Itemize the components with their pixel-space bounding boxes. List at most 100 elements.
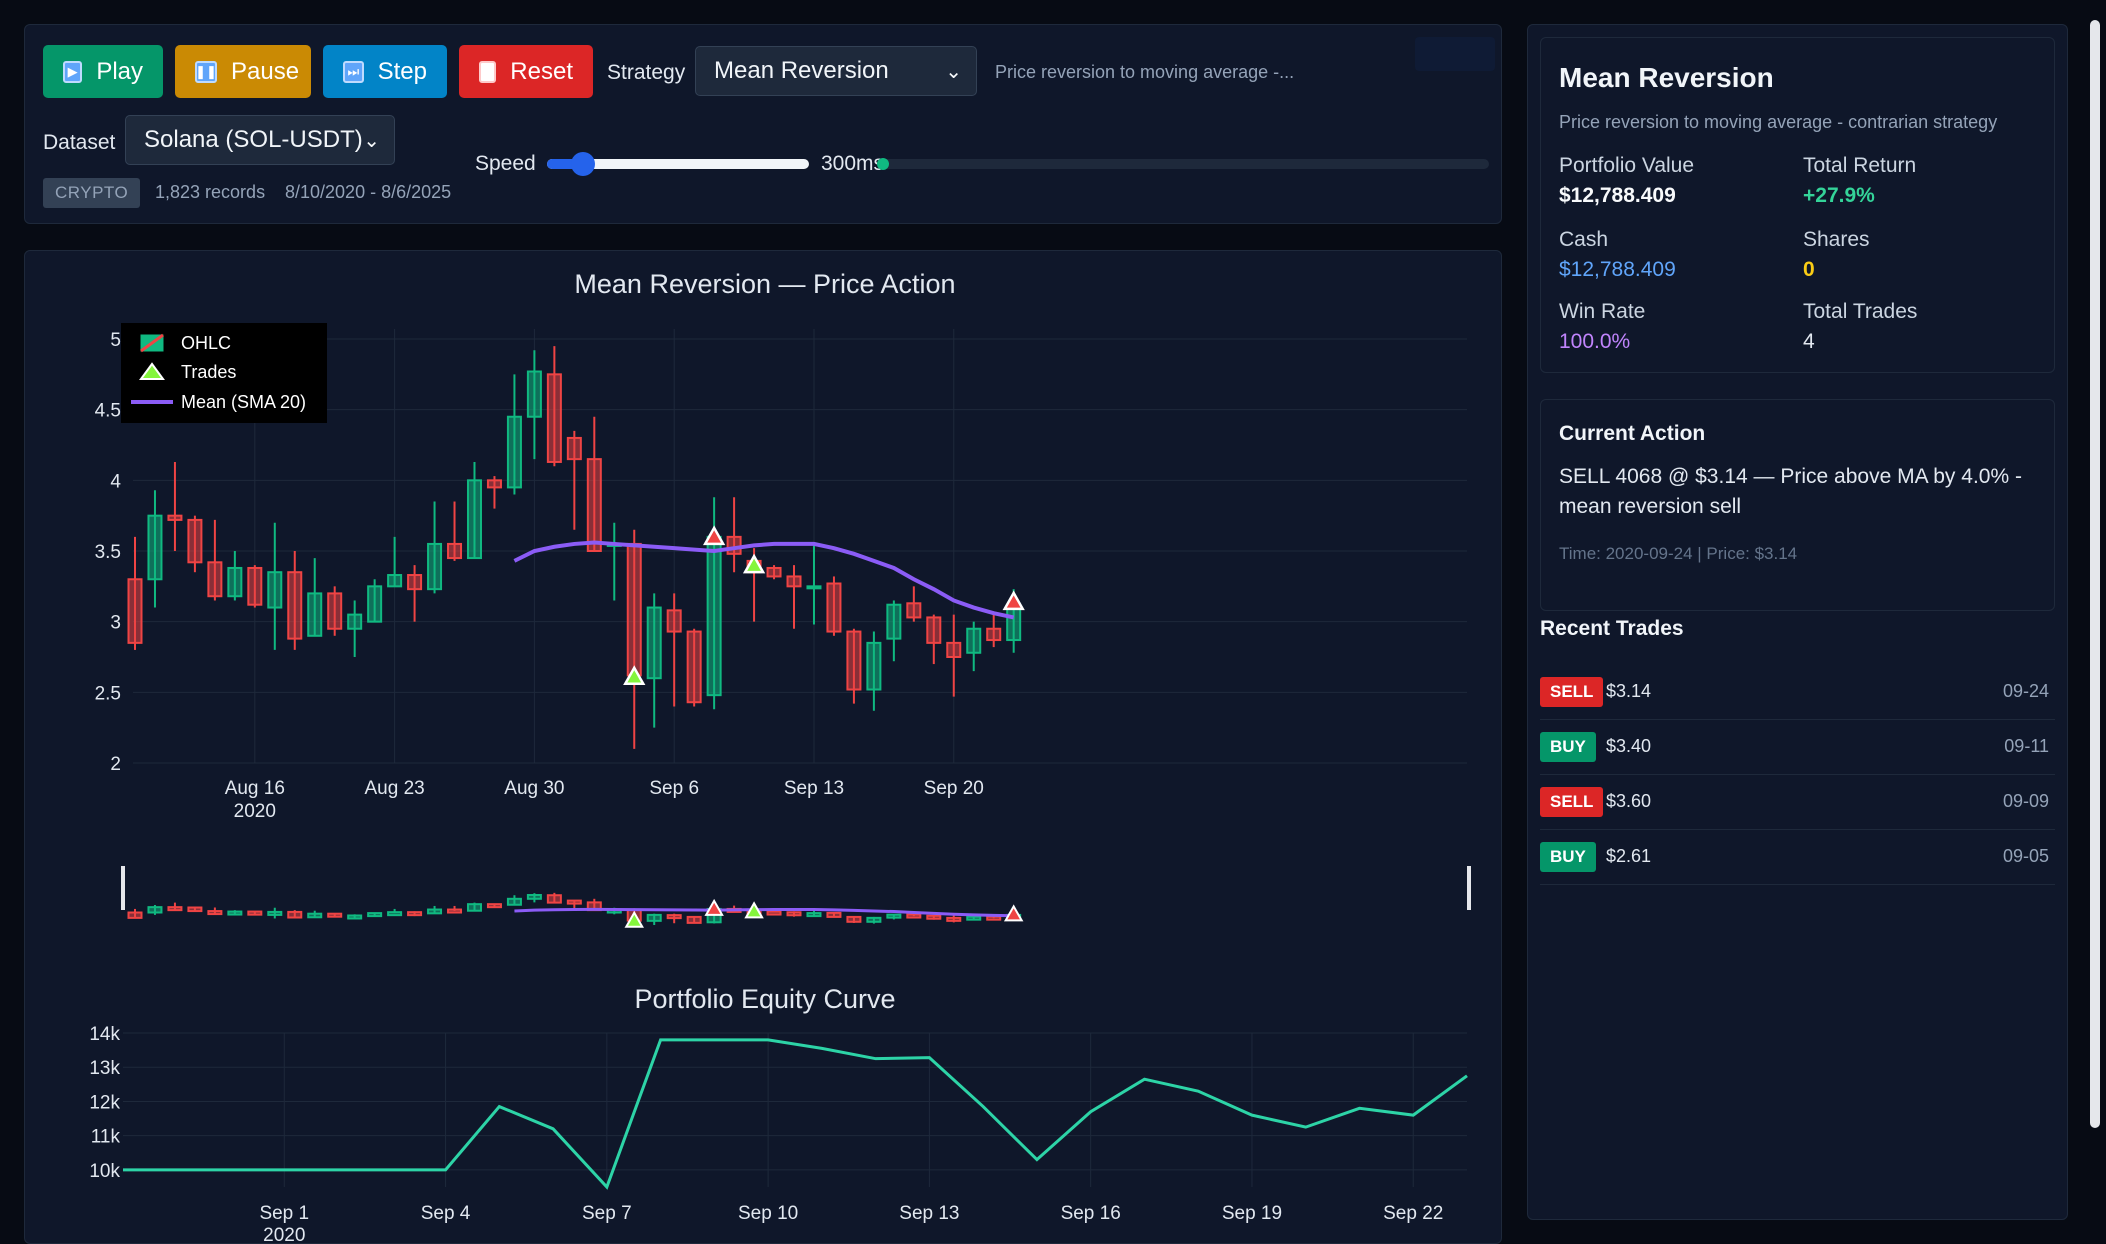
mini-trade-marker	[744, 901, 764, 919]
strategy-description: Price reversion to moving average -...	[995, 62, 1295, 82]
hidden-button[interactable]	[1415, 37, 1495, 71]
speed-slider-thumb[interactable]	[570, 152, 595, 176]
mini-candle-body	[526, 893, 542, 900]
mini-candle-body	[466, 903, 482, 912]
trade-marker	[623, 665, 646, 686]
candle-body	[387, 574, 403, 588]
price-x-tick-label: Sep 6	[649, 778, 699, 799]
price-y-tick-label: 2	[110, 754, 121, 775]
equity-y-tick-label: 14k	[89, 1024, 120, 1045]
trade-row[interactable]: BUY $3.40 09-11	[1540, 720, 2055, 775]
chevron-down-icon: ⌄	[945, 60, 962, 83]
pause-button[interactable]: ❚❚ Pause	[175, 45, 311, 98]
candle-body	[666, 609, 682, 633]
trade-markers	[623, 525, 1025, 686]
mini-candle-body	[387, 911, 403, 917]
date-range: 8/10/2020 - 8/6/2025	[285, 182, 452, 202]
speed-value: 300ms	[821, 152, 885, 175]
charts-svg: Mean Reversion — Price Action 2 2.5 3 3.5 4 4…	[89, 269, 1471, 1244]
asset-class-badge: CRYPTO	[43, 178, 141, 208]
sidebar: Mean Reversion Price reversion to moving…	[1527, 24, 2068, 1220]
candle-body	[227, 566, 243, 598]
candle-body	[926, 616, 942, 644]
range-handle-right	[1467, 866, 1471, 910]
mini-trade-marker	[1003, 904, 1024, 922]
mini-candle-body	[347, 914, 363, 920]
current-action-text: SELL 4068 @ $3.14 — Price above MA by 4.…	[1559, 465, 2022, 518]
speed-label: Speed	[475, 152, 536, 175]
equity-x-tick-label: Sep 13	[899, 1203, 959, 1224]
play-icon: ▶	[63, 60, 83, 83]
trade-date: 09-11	[2004, 736, 2049, 756]
mini-candle-body	[486, 903, 502, 909]
candle-body	[826, 582, 842, 633]
pause-label: Pause	[231, 57, 300, 85]
candle-body	[127, 578, 143, 644]
trade-price: $3.60	[1606, 791, 1652, 811]
candle-body	[546, 373, 562, 463]
equity-y-tick-label: 10k	[89, 1161, 120, 1182]
candle-body	[526, 370, 542, 418]
equity-x-tick-label: Sep 16	[1061, 1203, 1121, 1224]
sma-series	[513, 540, 1015, 620]
trade-price: $3.40	[1606, 736, 1652, 756]
price-y-tick-label: 5	[110, 330, 121, 351]
candle-body	[786, 575, 802, 588]
trade-row[interactable]: BUY $2.61 09-05	[1540, 830, 2055, 885]
step-button[interactable]: ⏭ Step	[323, 45, 447, 98]
win-rate-value: 100.0%	[1559, 330, 1631, 353]
strategy-select[interactable]: Mean Reversion ⌄	[695, 46, 977, 96]
dataset-label: Dataset	[43, 131, 116, 154]
mini-candle-body	[506, 897, 522, 906]
trade-row[interactable]: SELL $3.14 09-24	[1540, 665, 2055, 720]
play-button[interactable]: ▶ Play	[43, 45, 163, 98]
trade-side-badge: BUY	[1540, 842, 1596, 872]
candle-body	[726, 535, 742, 555]
dataset-select[interactable]: Solana (SOL-USDT) ⌄	[125, 115, 395, 165]
recent-trades-title: Recent Trades	[1540, 617, 1684, 640]
equity-chart-title: Portfolio Equity Curve	[634, 984, 895, 1014]
trade-side-badge: BUY	[1540, 732, 1596, 762]
mini-candle-body	[866, 916, 882, 923]
mini-candle-body	[806, 912, 822, 918]
equity-x-tick-sublabel: 2020	[263, 1225, 305, 1244]
candle-body	[806, 585, 822, 590]
chevron-down-icon: ⌄	[363, 129, 380, 152]
legend-sma: Mean (SMA 20)	[181, 392, 306, 412]
mini-candle-body	[906, 913, 922, 919]
candle-body	[447, 542, 463, 560]
mini-candle-body	[167, 906, 183, 912]
price-chart-legend: OHLC Trades Mean (SMA 20)	[121, 323, 327, 423]
candle-body	[686, 630, 702, 704]
reset-label: Reset	[510, 57, 573, 85]
equity-line	[123, 1038, 1468, 1190]
strategy-summary-card: Mean Reversion Price reversion to moving…	[1540, 37, 2055, 373]
mini-candle-body	[986, 915, 1002, 921]
range-slider[interactable]	[121, 866, 1471, 928]
portfolio-value: $12,788.409	[1559, 184, 1676, 207]
trade-date: 09-09	[2002, 791, 2049, 811]
speed-slider[interactable]	[547, 152, 809, 176]
reset-button[interactable]: Reset	[459, 45, 593, 98]
mini-candle-body	[926, 914, 942, 920]
candle-body	[986, 627, 1002, 642]
candle-body	[866, 641, 882, 691]
trade-row[interactable]: SELL $3.60 09-09	[1540, 775, 2055, 830]
mini-candle-body	[427, 908, 443, 915]
legend-ohlc-swatch-diag	[140, 333, 164, 353]
price-x-tick-label: Aug 16	[225, 778, 285, 799]
playback-progress-bar[interactable]	[877, 158, 1489, 170]
page-scrollbar[interactable]	[2090, 20, 2100, 1128]
candle-body	[247, 566, 263, 606]
price-x-tick-sublabel: 2020	[234, 801, 276, 822]
candle-body	[207, 561, 223, 598]
controls-panel: ▶ Play ❚❚ Pause ⏭ Step Reset Strategy Me…	[24, 24, 1502, 224]
equity-y-tick-label: 12k	[89, 1092, 120, 1113]
mini-candle-body	[147, 906, 163, 914]
price-x-tick-label: Aug 23	[364, 778, 424, 799]
candle-body	[586, 458, 602, 552]
current-action-meta: Time: 2020-09-24 | Price: $3.14	[1559, 544, 1798, 563]
mini-candle-body	[646, 913, 662, 922]
portfolio-value-label: Portfolio Value	[1559, 154, 1695, 177]
